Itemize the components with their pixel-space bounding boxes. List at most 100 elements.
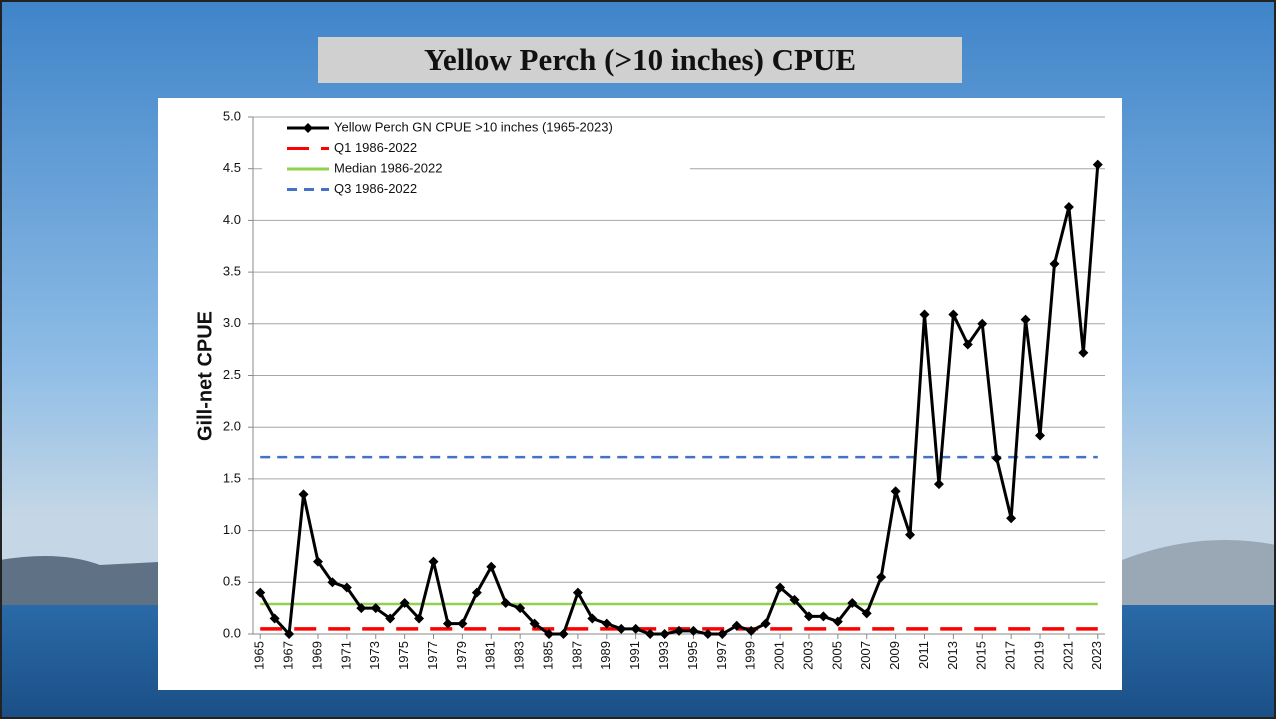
x-tick-label: 1985 [540, 641, 555, 670]
data-point [876, 572, 887, 583]
x-tick-label: 1997 [714, 641, 729, 670]
data-point [544, 629, 555, 639]
data-point [818, 611, 829, 622]
x-tick-label: 1981 [483, 641, 498, 670]
y-tick-label: 2.0 [223, 419, 241, 434]
data-point [948, 309, 959, 320]
data-point [977, 318, 988, 329]
legend-box [262, 118, 690, 206]
data-point [601, 618, 612, 629]
data-point [717, 629, 728, 639]
data-point [905, 529, 916, 540]
data-point [832, 616, 843, 627]
data-point [1049, 258, 1060, 269]
data-point [370, 603, 381, 614]
data-point [775, 582, 786, 593]
data-point [356, 603, 367, 614]
data-point [861, 608, 872, 619]
legend-label: Yellow Perch GN CPUE >10 inches (1965-20… [334, 119, 613, 134]
data-point [616, 623, 627, 634]
data-point [847, 597, 858, 608]
data-point [442, 618, 453, 629]
x-tick-label: 2005 [829, 641, 844, 670]
data-point [284, 629, 295, 639]
y-tick-label: 4.5 [223, 160, 241, 175]
y-tick-label: 3.0 [223, 315, 241, 330]
data-point [890, 486, 901, 497]
data-point [702, 629, 713, 639]
x-tick-label: 2015 [974, 641, 989, 670]
data-point [645, 629, 656, 639]
x-tick-label: 1993 [656, 641, 671, 670]
x-tick-label: 1995 [685, 641, 700, 670]
data-point [269, 613, 280, 624]
chart-title: Yellow Perch (>10 inches) CPUE [318, 37, 962, 83]
y-tick-label: 1.0 [223, 522, 241, 537]
x-tick-label: 1967 [281, 641, 296, 670]
x-tick-label: 1979 [454, 641, 469, 670]
data-point [1078, 347, 1089, 358]
data-point [457, 618, 468, 629]
data-point [1092, 159, 1103, 170]
legend-label: Median 1986-2022 [334, 160, 442, 175]
legend-label: Q3 1986-2022 [334, 181, 417, 196]
y-tick-label: 0.5 [223, 574, 241, 589]
data-point [962, 339, 973, 350]
x-tick-label: 1969 [309, 641, 324, 670]
y-tick-label: 4.0 [223, 212, 241, 227]
x-tick-label: 1987 [569, 641, 584, 670]
x-tick-label: 1983 [512, 641, 527, 670]
data-point [327, 577, 338, 588]
data-point [1020, 314, 1031, 325]
data-point [746, 625, 757, 636]
data-point [688, 625, 699, 636]
legend-label: Q1 1986-2022 [334, 140, 417, 155]
data-point [471, 587, 482, 598]
data-point [1006, 513, 1017, 524]
x-tick-label: 2003 [800, 641, 815, 670]
y-tick-label: 0.0 [223, 625, 241, 640]
legend-marker [303, 123, 313, 133]
data-point [500, 597, 511, 608]
y-axis-label: Gill-net CPUE [194, 311, 216, 441]
data-point [428, 556, 439, 567]
data-point [630, 623, 641, 634]
x-tick-label: 1965 [252, 641, 267, 670]
x-tick-label: 2019 [1031, 641, 1046, 670]
y-tick-label: 2.5 [223, 367, 241, 382]
data-point [558, 629, 569, 639]
data-point [312, 556, 323, 567]
y-tick-label: 1.5 [223, 470, 241, 485]
data-point [587, 613, 598, 624]
x-tick-label: 1989 [598, 641, 613, 670]
x-tick-label: 2001 [772, 641, 787, 670]
x-tick-label: 2017 [1003, 641, 1018, 670]
data-point [803, 611, 814, 622]
data-point [399, 597, 410, 608]
y-tick-label: 5.0 [223, 108, 241, 123]
data-point [414, 613, 425, 624]
x-tick-label: 2013 [945, 641, 960, 670]
x-tick-label: 1991 [627, 641, 642, 670]
data-point [933, 479, 944, 490]
y-tick-label: 3.5 [223, 264, 241, 279]
data-point [1063, 201, 1074, 212]
x-tick-label: 2007 [858, 641, 873, 670]
data-point [731, 620, 742, 631]
x-tick-label: 2021 [1060, 641, 1075, 670]
data-point [659, 629, 670, 639]
data-point [385, 613, 396, 624]
data-point [1035, 430, 1046, 441]
data-point [789, 594, 800, 605]
x-tick-label: 1975 [396, 641, 411, 670]
data-point [760, 618, 771, 629]
data-point [298, 489, 309, 500]
data-point [919, 309, 930, 320]
data-point [674, 625, 684, 636]
x-tick-label: 2009 [887, 641, 902, 670]
x-tick-label: 1971 [338, 641, 353, 670]
x-tick-label: 2023 [1089, 641, 1104, 670]
x-tick-label: 1977 [425, 641, 440, 670]
